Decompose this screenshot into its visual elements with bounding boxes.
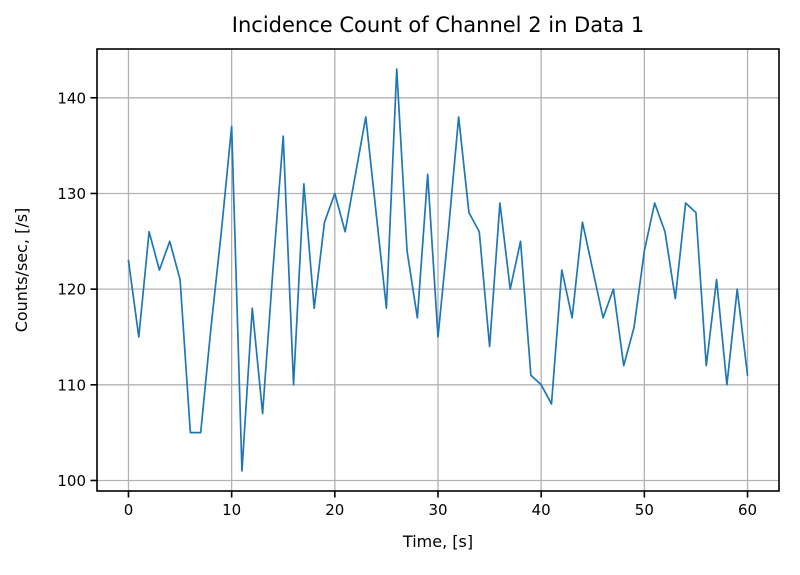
x-axis-label: Time, [s]	[402, 532, 473, 551]
y-tick-label: 100	[57, 472, 86, 490]
y-tick-label: 110	[57, 376, 86, 394]
tick-layer	[90, 96, 749, 498]
x-tick-label: 50	[635, 501, 654, 519]
x-tick-label: 30	[428, 501, 447, 519]
x-tick-label: 10	[222, 501, 241, 519]
y-tick-label: 120	[57, 281, 86, 299]
y-tick-label: 140	[57, 89, 86, 107]
y-axis-label: Counts/sec, [/s]	[12, 208, 31, 333]
x-tick-label: 40	[532, 501, 551, 519]
grid-layer	[97, 49, 779, 491]
x-tick-label: 0	[124, 501, 134, 519]
data-series-layer	[127, 68, 749, 472]
data-line-series	[127, 68, 749, 472]
tick-label-layer: 0 10 20 30 40 50 60 100 110 120 130 140	[57, 89, 757, 519]
x-tick-label: 20	[325, 501, 344, 519]
y-tick-label: 130	[57, 185, 86, 203]
chart-title: Incidence Count of Channel 2 in Data 1	[232, 13, 644, 37]
x-tick-label: 60	[738, 501, 757, 519]
